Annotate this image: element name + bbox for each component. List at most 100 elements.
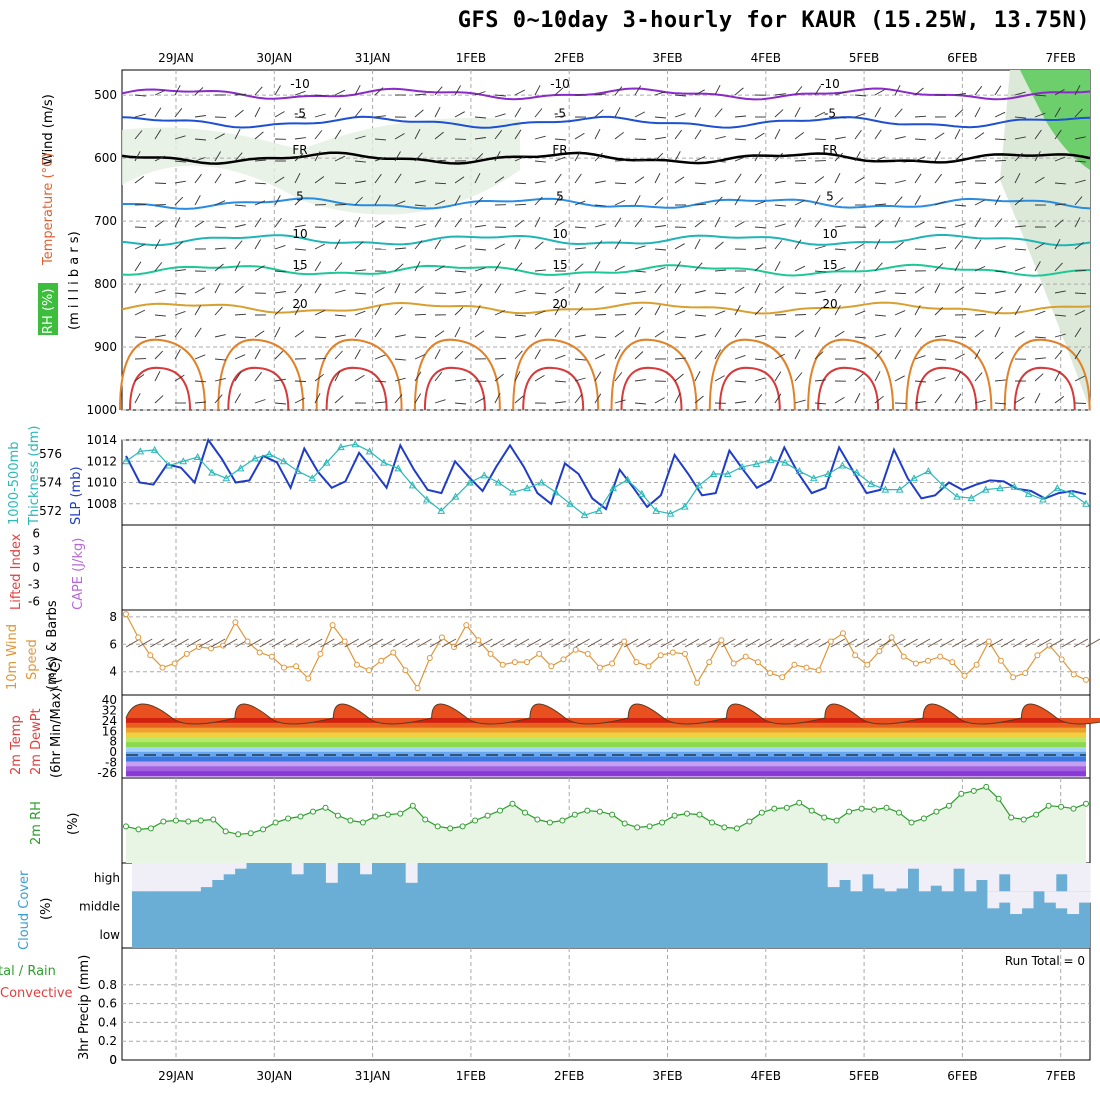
wind-barb	[594, 109, 604, 118]
isotherm-label: FR	[552, 143, 567, 157]
wind-barb	[154, 182, 167, 184]
wind-barb	[894, 108, 903, 118]
wind-barb	[514, 89, 526, 96]
wind-barb	[714, 310, 726, 316]
wind-barb	[174, 269, 186, 272]
wind-barb	[614, 372, 623, 382]
wind-barb	[494, 261, 502, 272]
wind-barb	[574, 226, 587, 229]
wind-barb	[994, 290, 1006, 294]
wind-barb	[594, 180, 606, 184]
thickness-point	[365, 447, 374, 455]
wind-barb	[554, 115, 566, 118]
wind-barb	[154, 107, 162, 118]
isotherm-label: 20	[552, 297, 567, 311]
wind-barb	[974, 107, 981, 118]
wind-barb	[214, 306, 223, 316]
wind-speed-point	[366, 667, 372, 674]
wind-barb-10m	[441, 638, 457, 648]
thickness-axis-label: 1000-500mb	[7, 441, 22, 525]
rh-point	[484, 812, 491, 819]
wind-barb	[494, 130, 503, 140]
date-label-bottom: 30JAN	[256, 1069, 292, 1083]
wind-barb	[674, 176, 685, 184]
wind-barb-10m	[733, 638, 748, 648]
temp-range-axis-label: (6hr Min/Max) (°C)	[49, 658, 64, 778]
cloud-high-gap	[873, 863, 886, 889]
wind-barb-10m	[137, 638, 153, 648]
wind-barb	[534, 85, 541, 96]
wind-barb	[274, 350, 284, 360]
wind-barb	[154, 395, 164, 404]
wind-speed-point	[487, 650, 494, 657]
wind-speed-point	[949, 659, 956, 666]
wind-barb	[1054, 290, 1066, 294]
rh-point	[858, 805, 865, 812]
wind-barb-10m	[830, 638, 846, 648]
thickness-point	[910, 474, 918, 482]
wind-barb	[514, 203, 527, 206]
wind-barb	[174, 180, 186, 184]
wind-barb	[434, 265, 445, 272]
cloud-high-gap	[998, 863, 1011, 875]
wind-barb	[474, 283, 483, 294]
wind-barb	[754, 358, 766, 361]
wind-barb	[354, 180, 366, 184]
wind-barb	[234, 109, 244, 118]
date-label-top: 2FEB	[554, 51, 584, 65]
wind-barb	[194, 195, 201, 206]
slp-tick-label: 1014	[86, 433, 117, 447]
thickness-point	[279, 457, 288, 465]
wind-barb	[814, 111, 826, 118]
isotherm-label: -5	[824, 106, 836, 120]
wind-barb-10m	[259, 638, 274, 648]
wind-barb	[234, 354, 246, 360]
wind-barb	[734, 115, 747, 118]
temperature-contour	[315, 338, 403, 411]
cloud-high-gap	[861, 863, 874, 875]
wind-barb	[834, 197, 844, 206]
wind-barb	[874, 314, 886, 317]
thickness-point	[1082, 499, 1090, 507]
rh-point	[285, 815, 292, 822]
cloud-middle-gap	[1055, 891, 1068, 909]
wind-barb	[514, 334, 526, 338]
thickness-point	[523, 484, 532, 492]
wind-barb	[314, 283, 322, 294]
wind-speed-point	[767, 670, 774, 677]
temperature-tick-label: 40	[102, 693, 117, 707]
wind-barb	[234, 240, 243, 250]
wind-barb	[914, 400, 926, 404]
wind-barb	[734, 286, 745, 294]
wind-barb	[834, 225, 846, 228]
wind-barb	[254, 200, 266, 206]
wind-barb-10m	[623, 638, 639, 648]
wind-barb	[1014, 136, 1026, 140]
temperature-band	[126, 756, 1086, 762]
wind-barb	[554, 354, 566, 360]
wind-barb	[334, 334, 346, 338]
rh-point	[908, 819, 915, 826]
isotherm-label: -5	[554, 106, 566, 120]
cloud-middle-gap	[1010, 891, 1023, 915]
wind-barb	[634, 176, 645, 184]
thickness-point	[236, 464, 245, 472]
wind-speed-point	[402, 667, 409, 674]
wind-barb	[714, 292, 727, 295]
wind-speed-point	[329, 622, 336, 629]
rh-point	[322, 804, 329, 811]
rh-point	[871, 806, 878, 813]
wind-barb-10m	[1049, 638, 1064, 648]
wind-barb	[994, 85, 1002, 96]
wind-speed-point	[548, 663, 555, 670]
wind-barb	[794, 217, 802, 228]
rh-point	[160, 818, 167, 825]
wind-barb	[274, 402, 287, 405]
wind-barb	[654, 197, 664, 206]
wind-barb	[334, 89, 346, 96]
rh-point	[359, 819, 366, 826]
cloud-high-gap	[827, 863, 840, 888]
rh-point	[796, 799, 803, 806]
rh-point	[621, 820, 628, 827]
